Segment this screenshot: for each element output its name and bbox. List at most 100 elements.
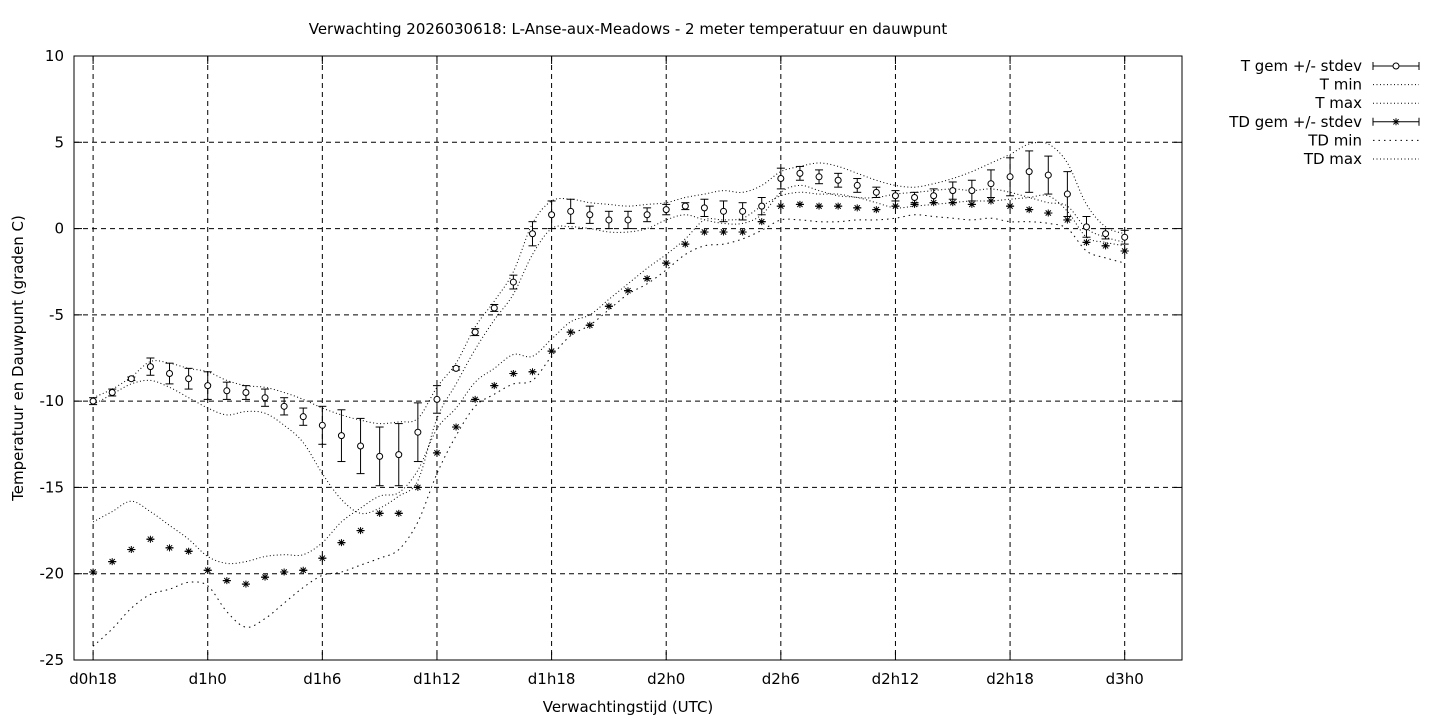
data-point — [757, 197, 766, 216]
marker-circle — [720, 207, 728, 215]
marker-star — [528, 368, 536, 376]
y-axis-label: Temperatuur en Dauwpunt (graden C) — [9, 215, 27, 502]
data-point — [241, 580, 250, 588]
marker-star — [471, 395, 479, 403]
marker-circle — [528, 230, 536, 238]
y-tick-label: -5 — [49, 306, 64, 324]
data-point — [299, 566, 308, 574]
data-point — [528, 368, 537, 376]
data-point — [662, 203, 671, 216]
legend-entry: T max — [1314, 94, 1419, 112]
marker-circle — [1102, 230, 1110, 238]
series-line-t-max — [92, 141, 1125, 425]
data-point — [432, 449, 441, 457]
data-point — [203, 371, 212, 400]
data-point — [413, 402, 422, 463]
data-point — [1120, 229, 1129, 245]
y-tick-label: -20 — [40, 565, 65, 583]
data-point — [337, 539, 346, 547]
data-point — [165, 362, 174, 385]
legend-label: T max — [1314, 94, 1362, 112]
data-point — [948, 199, 957, 207]
marker-star — [586, 321, 594, 329]
marker-star — [204, 566, 212, 574]
data-point — [853, 178, 862, 193]
data-point — [986, 169, 995, 199]
data-point — [566, 328, 575, 336]
marker-circle — [414, 428, 422, 436]
data-point — [1082, 238, 1091, 246]
data-point — [165, 544, 174, 552]
data-point — [394, 509, 403, 517]
marker-circle — [299, 413, 307, 421]
marker-star — [1025, 206, 1033, 214]
marker-circle — [987, 180, 995, 188]
data-point — [891, 202, 900, 210]
marker-star — [318, 554, 326, 562]
marker-circle — [643, 211, 651, 219]
marker-star — [834, 202, 842, 210]
marker-star — [815, 202, 823, 210]
marker-star — [166, 544, 174, 552]
series-marks — [89, 150, 1129, 588]
x-tick-label: d1h12 — [413, 670, 461, 688]
marker-star — [357, 527, 365, 535]
marker-circle — [1121, 233, 1129, 241]
data-point — [222, 577, 231, 585]
marker-circle — [223, 387, 231, 395]
chart-title: Verwachting 2026030618: L-Anse-aux-Meado… — [309, 20, 948, 38]
marker-star — [1082, 238, 1090, 246]
data-point — [547, 347, 556, 355]
y-tick-label: 5 — [54, 133, 64, 151]
y-tick-label: -25 — [40, 651, 65, 669]
data-point — [719, 200, 728, 223]
data-point — [471, 395, 480, 403]
marker-star — [930, 199, 938, 207]
x-tick-label: d0h18 — [69, 670, 117, 688]
marker-star — [777, 202, 785, 210]
legend-entry: T gem +/- stdev — [1240, 57, 1420, 75]
marker-circle — [739, 207, 747, 215]
marker-star — [643, 275, 651, 283]
data-point — [1101, 228, 1110, 240]
data-point — [261, 388, 270, 407]
marker-circle — [89, 397, 97, 405]
marker-circle — [127, 375, 135, 383]
data-point — [184, 547, 193, 555]
marker-circle — [949, 187, 957, 195]
marker-star — [720, 228, 728, 236]
marker-star — [1044, 209, 1052, 217]
marker-star — [185, 547, 193, 555]
data-point — [643, 275, 652, 283]
marker-star — [681, 240, 689, 248]
marker-circle — [185, 375, 193, 383]
data-point — [604, 210, 613, 230]
data-point — [834, 172, 843, 188]
marker-circle — [624, 216, 632, 224]
legend-marker-star — [1392, 118, 1400, 126]
data-point — [394, 423, 403, 487]
data-point — [299, 407, 308, 426]
marker-star — [968, 200, 976, 208]
marker-circle — [452, 364, 460, 372]
data-point — [1063, 216, 1072, 224]
data-point — [795, 200, 804, 208]
data-point — [738, 202, 747, 221]
data-point — [872, 186, 881, 199]
series-line-td-max — [92, 188, 1125, 565]
data-point — [241, 385, 250, 400]
data-point — [375, 509, 384, 517]
data-point — [432, 385, 441, 414]
data-point — [910, 200, 919, 208]
marker-star — [299, 566, 307, 574]
x-tick-label: d2h18 — [986, 670, 1034, 688]
marker-star — [891, 202, 899, 210]
marker-circle — [853, 181, 861, 189]
marker-circle — [337, 432, 345, 440]
marker-star — [949, 199, 957, 207]
data-point — [700, 198, 709, 217]
grid — [74, 56, 1182, 660]
marker-circle — [509, 278, 517, 286]
marker-star — [567, 328, 575, 336]
